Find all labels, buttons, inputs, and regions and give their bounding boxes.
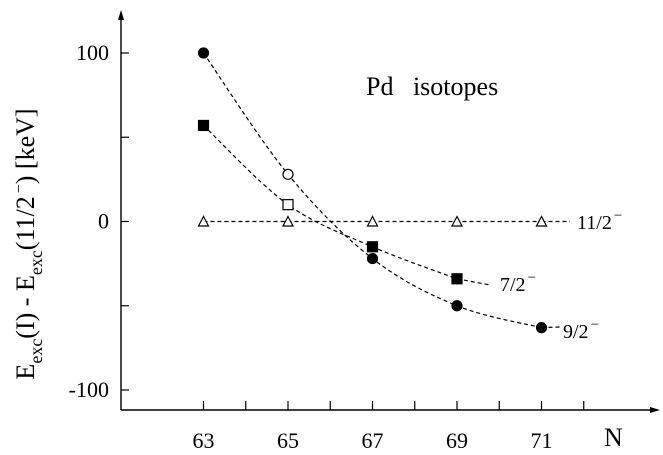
- y-axis-label: Eexc(I) - Eexc(11/2−) [keV]: [11, 108, 46, 379]
- y-label-paren: (11/2: [11, 196, 40, 250]
- y-tick-label: -100: [69, 377, 109, 402]
- marker-7-2: [451, 273, 463, 285]
- x-tick-label: 63: [193, 428, 215, 453]
- marker-9-2: [282, 168, 294, 180]
- series-labels: 11/2− 7/2− 9/2−: [500, 208, 622, 343]
- marker-11-2: [366, 215, 379, 227]
- chart-annotation: Pd isotopes: [366, 72, 498, 101]
- y-axis-arrow: [118, 10, 124, 20]
- y-label-tail: ) [keV]: [11, 108, 40, 184]
- series-line-9-2: [203, 52, 542, 329]
- y-label-e1: E: [11, 364, 40, 380]
- x-tick-label: 71: [531, 428, 553, 453]
- series-label-7-2: 7/2−: [500, 270, 536, 296]
- series-label-9-2: 9/2−: [563, 317, 599, 343]
- marker-11-2: [535, 215, 548, 227]
- series-line-7-2: [203, 125, 458, 280]
- marker-7-2: [197, 119, 210, 132]
- marker-7-2: [282, 199, 294, 211]
- marker-11-2: [197, 215, 210, 227]
- marker-7-2: [366, 241, 379, 253]
- marker-11-2: [282, 215, 294, 227]
- svg-text:Eexc(I) - Eexc(11/2−) [keV]: Eexc(I) - Eexc(11/2−) [keV]: [11, 108, 46, 379]
- series-markers: [197, 47, 548, 334]
- y-label-sub2: exc: [26, 250, 46, 275]
- y-label-sup: −: [11, 184, 28, 193]
- x-tick-label: 65: [277, 428, 299, 453]
- ticks: -100 0 100 63 65 67 69 71: [69, 40, 585, 453]
- y-tick-label: 0: [98, 209, 109, 234]
- x-tick-label: 67: [362, 428, 384, 453]
- y-label-sub1: exc: [26, 339, 46, 364]
- marker-9-2: [451, 300, 463, 312]
- marker-9-2: [197, 47, 210, 59]
- series-label-11-2: 11/2−: [577, 208, 622, 234]
- marker-11-2: [451, 215, 463, 227]
- series-leader-7-2: [456, 278, 491, 286]
- marker-9-2: [366, 252, 379, 265]
- y-tick-label: 100: [76, 40, 109, 65]
- x-axis-arrow: [650, 407, 660, 413]
- axes: [118, 10, 660, 413]
- y-label-mid: (I) - E: [11, 275, 40, 339]
- x-axis-label: N: [604, 423, 623, 452]
- x-tick-label: 69: [446, 428, 468, 453]
- marker-9-2: [535, 322, 548, 334]
